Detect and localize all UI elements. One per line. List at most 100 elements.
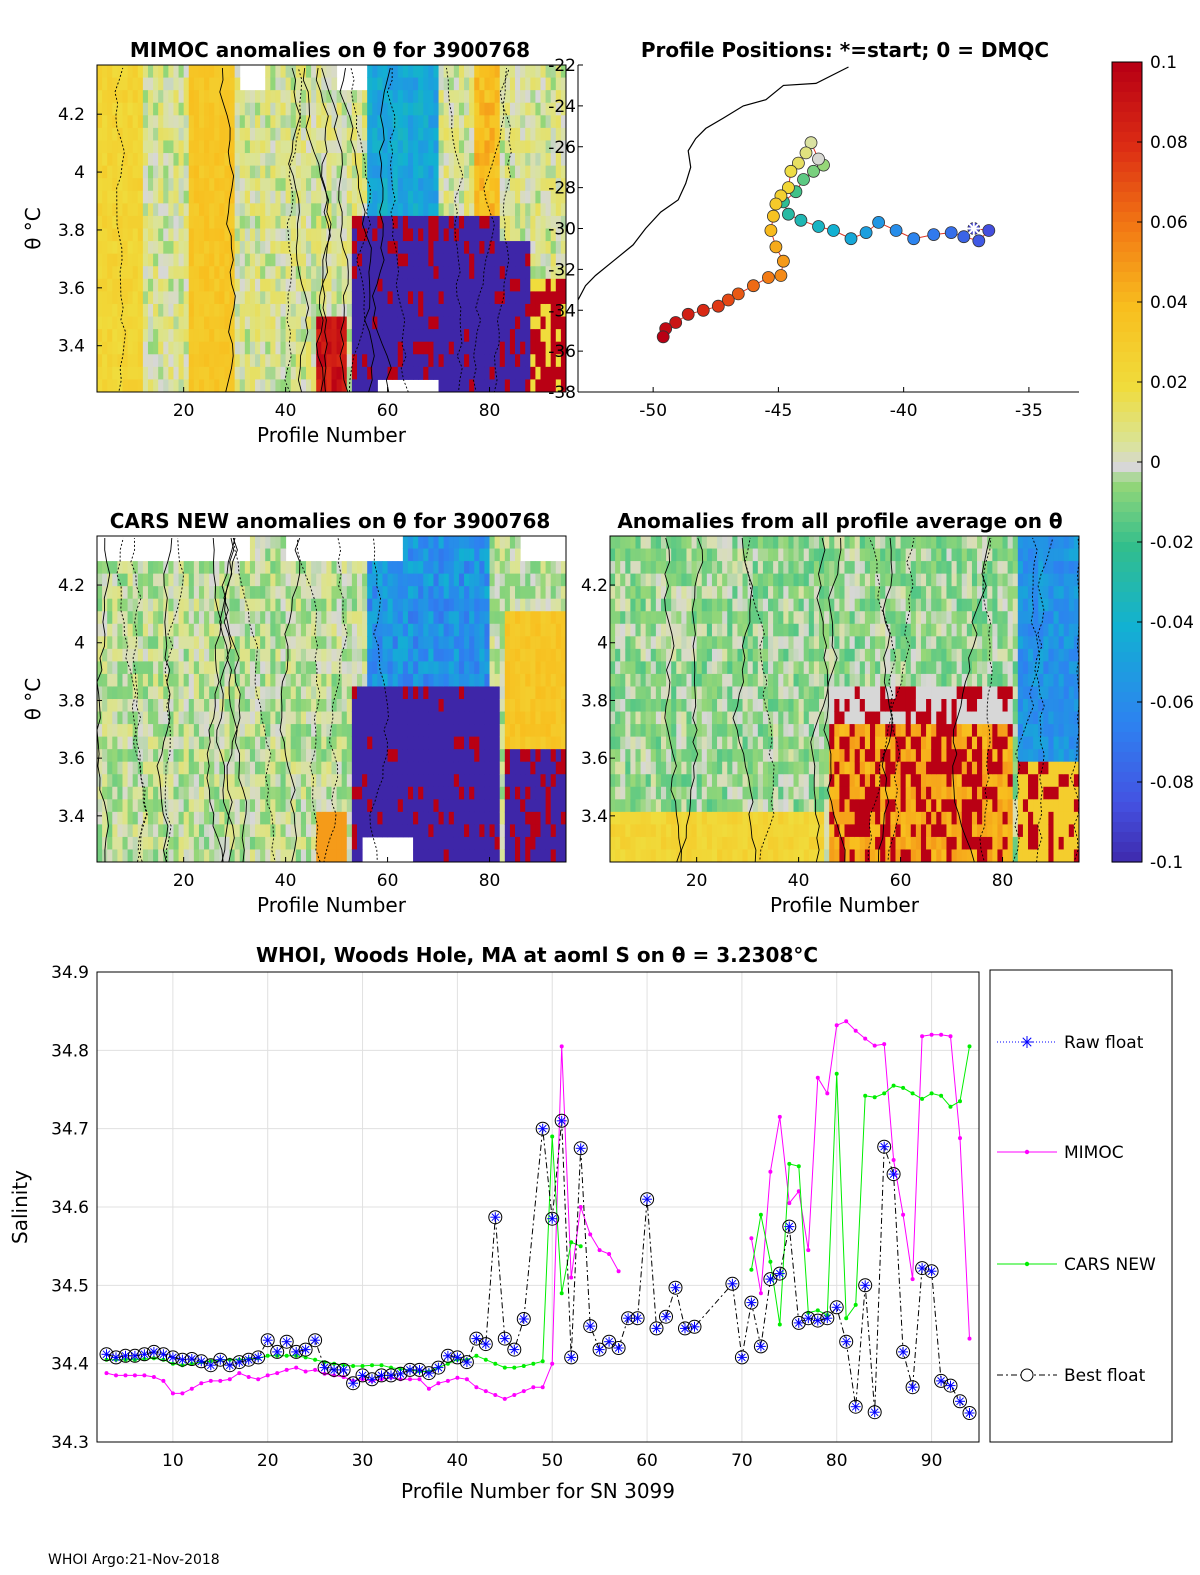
heat-cell [464, 561, 470, 575]
heat-cell [650, 836, 657, 850]
heat-cell [372, 178, 378, 192]
heat-cell [102, 77, 108, 91]
heat-cell [331, 661, 338, 675]
heat-cell [300, 253, 307, 267]
heat-cell [362, 774, 368, 788]
heat-cell [102, 379, 108, 393]
heat-cell [122, 303, 129, 318]
heat-cell [290, 774, 297, 788]
heat-cell [265, 648, 271, 662]
heat-cell [244, 379, 251, 393]
heat-cell [423, 140, 429, 154]
heat-cell [535, 761, 542, 775]
heat-cell [499, 354, 506, 368]
heat-cell [102, 316, 108, 330]
heat-cell [615, 561, 621, 575]
heat-cell [464, 786, 470, 800]
heat-cell [168, 278, 174, 292]
heat-cell [244, 849, 251, 863]
heat-cell [367, 786, 373, 800]
heat-cell [469, 90, 475, 104]
heat-cell [244, 611, 251, 625]
heat-cell [362, 724, 368, 738]
heat-cell [183, 799, 190, 813]
heat-cell [244, 761, 251, 775]
heat-cell [635, 774, 642, 788]
heat-cell [255, 354, 261, 368]
heat-cell [356, 316, 363, 330]
heat-cell [660, 761, 667, 775]
heat-cell [550, 77, 557, 91]
heat-cell [336, 573, 343, 587]
heat-cell [97, 366, 103, 380]
heat-cell [474, 849, 480, 863]
heat-cell [515, 686, 521, 700]
heat-cell [158, 379, 164, 393]
heat-cell [438, 661, 445, 675]
heat-cell [372, 190, 378, 204]
heat-cell [423, 291, 429, 305]
heat-cell [479, 165, 485, 179]
heat-cell [255, 366, 261, 380]
heat-cell [650, 811, 657, 825]
heat-cell [275, 561, 282, 575]
heat-cell [306, 586, 312, 600]
heat-cell [494, 799, 501, 813]
heat-cell [316, 253, 322, 267]
heat-cell [198, 648, 205, 662]
heat-cell [224, 786, 231, 800]
heat-cell [392, 354, 399, 368]
heat-cell [275, 316, 282, 330]
heat-cell [341, 278, 348, 292]
heat-cell [640, 548, 647, 562]
heat-cell [163, 316, 169, 330]
heat-cell [356, 573, 363, 587]
heat-cell [509, 761, 516, 775]
heat-cell [239, 711, 246, 725]
heat-cell [295, 178, 302, 192]
heat-cell [102, 711, 108, 725]
heat-cell [499, 65, 506, 79]
heat-cell [438, 329, 445, 343]
heat-cell [499, 686, 506, 700]
heat-cell [509, 573, 516, 587]
heat-cell [407, 140, 414, 154]
heat-cell [300, 786, 307, 800]
heat-cell [321, 341, 327, 355]
heat-cell [397, 127, 404, 141]
heat-cell [458, 77, 465, 91]
heat-cell [464, 77, 470, 91]
heat-cell [193, 303, 200, 318]
heat-cell [188, 636, 195, 650]
heat-cell [275, 165, 282, 179]
heat-cell [655, 536, 662, 550]
heat-cell [433, 799, 440, 813]
heat-cell [178, 266, 185, 280]
heat-cell [239, 699, 246, 713]
heat-cell [239, 786, 246, 800]
heat-cell [625, 586, 631, 600]
heat-cell [474, 366, 480, 380]
heat-cell [479, 153, 485, 167]
heat-cell [311, 686, 317, 700]
heat-cell [173, 127, 180, 141]
heat-cell [433, 341, 440, 355]
heat-cell [311, 561, 317, 575]
heat-cell [219, 661, 225, 675]
heat-cell [326, 341, 332, 355]
heat-cell [122, 724, 129, 738]
heat-cell [214, 303, 220, 318]
heat-cell [255, 799, 261, 813]
heat-cell [635, 736, 642, 750]
heat-cell [545, 278, 552, 292]
heat-cell [545, 811, 552, 825]
heat-cell [499, 291, 506, 305]
heat-cell [499, 774, 506, 788]
heat-cell [117, 586, 123, 600]
heat-cell [249, 127, 256, 141]
heat-cell [316, 673, 322, 687]
heat-cell [316, 836, 322, 850]
heat-cell [645, 636, 652, 650]
heat-cell [509, 379, 516, 393]
heat-cell [346, 573, 353, 587]
